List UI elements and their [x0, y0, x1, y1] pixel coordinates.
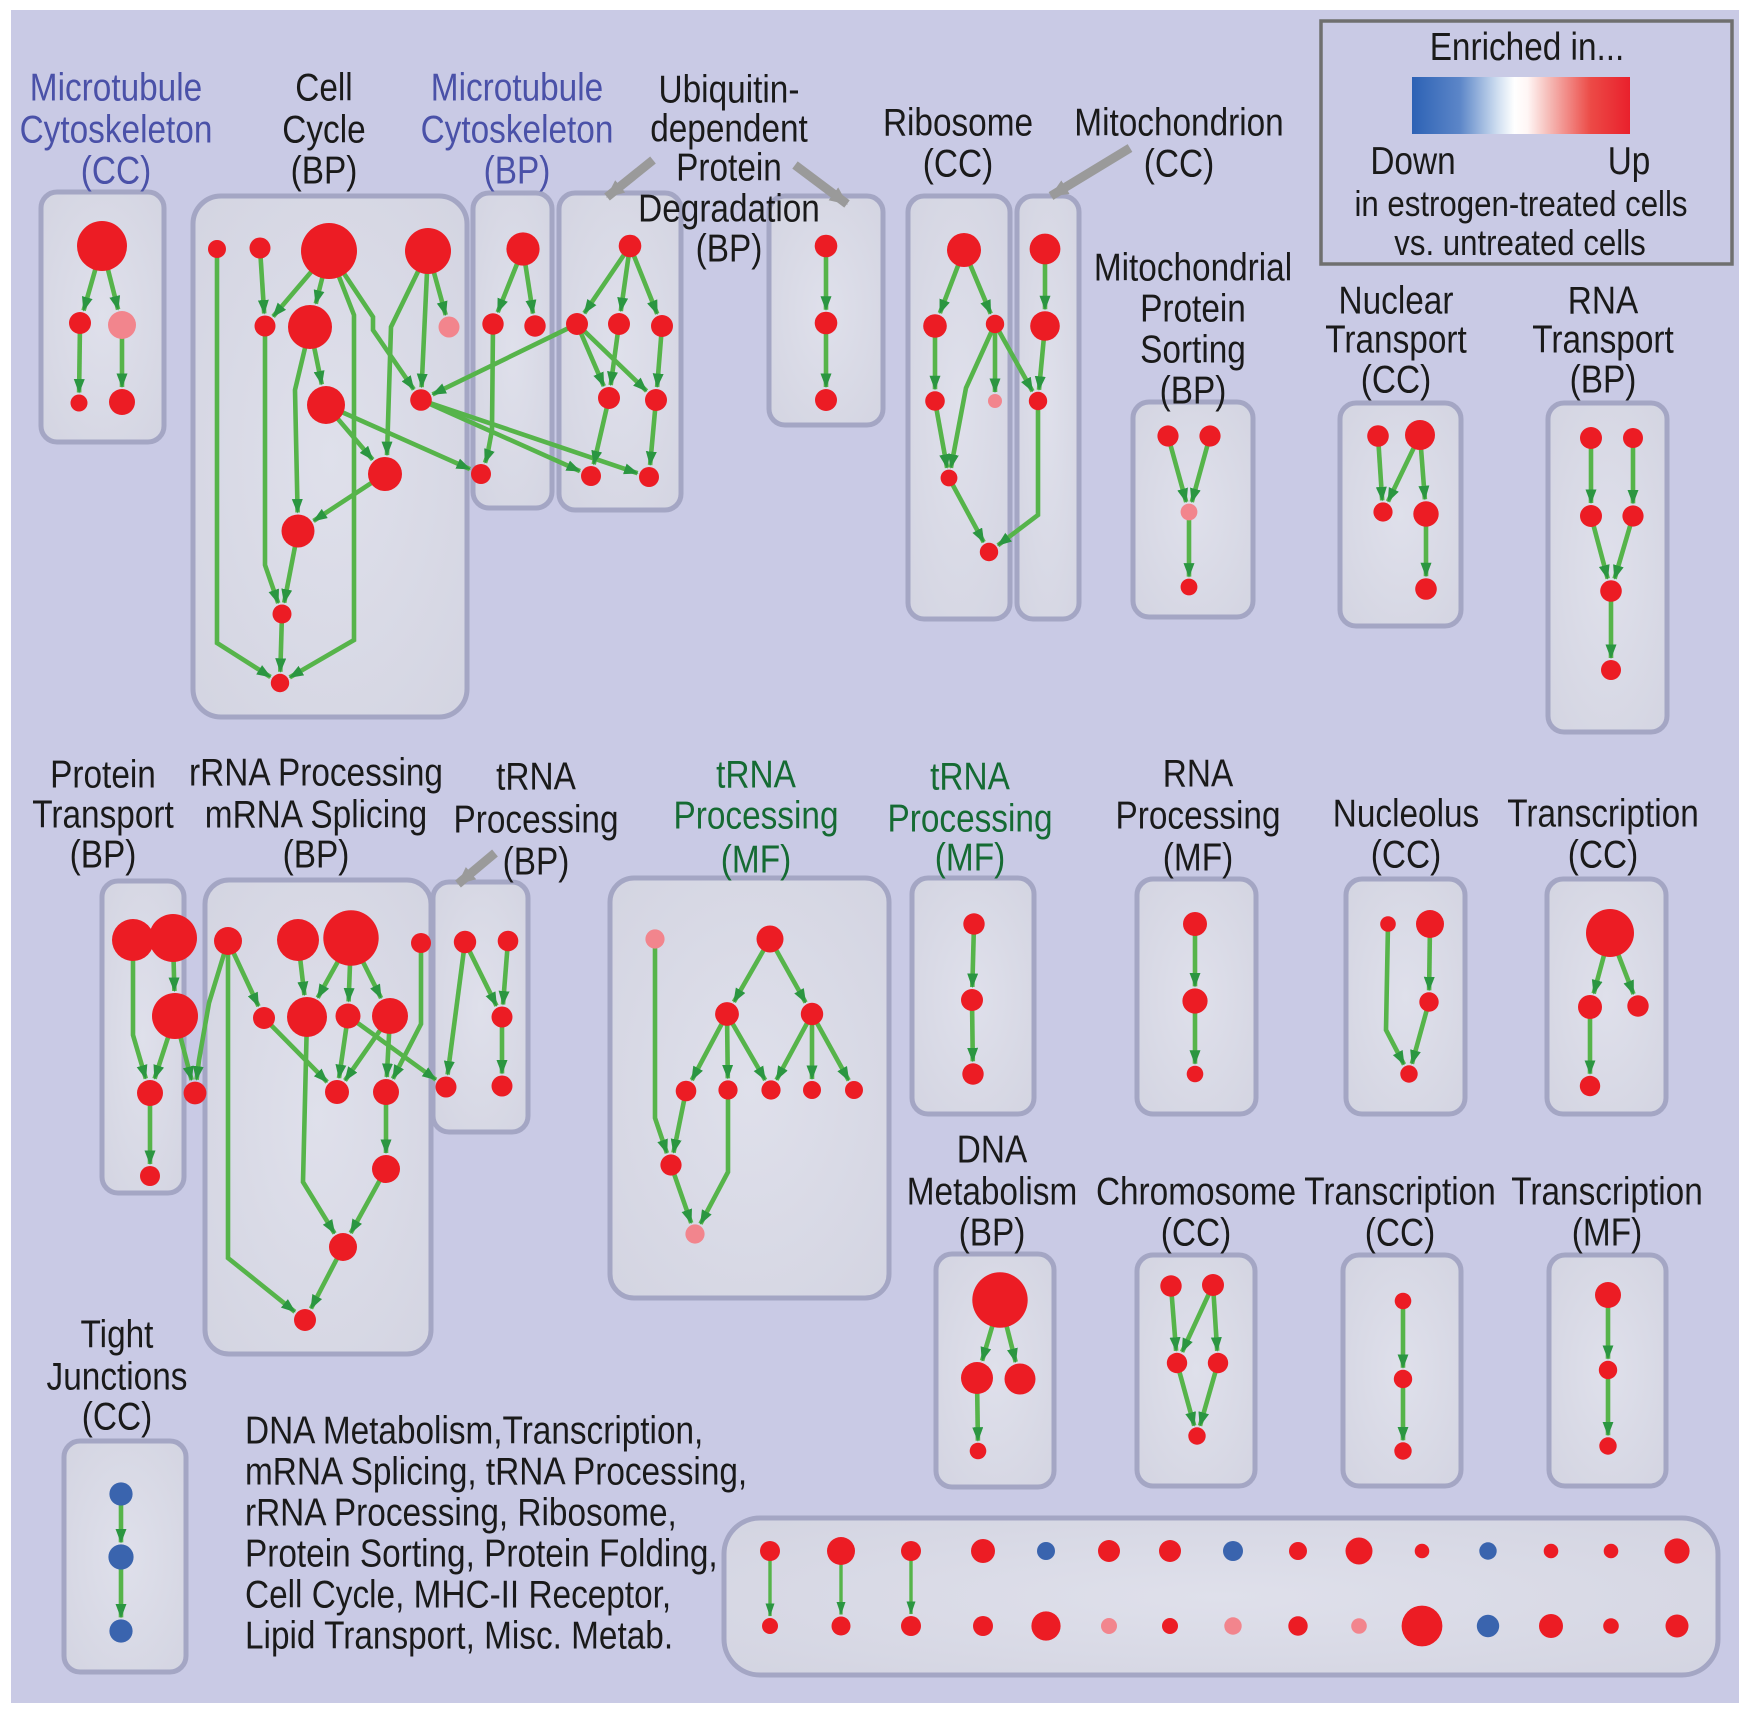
svg-text:tRNA: tRNA: [930, 756, 1010, 799]
svg-text:(BP): (BP): [291, 150, 358, 193]
svg-text:(MF): (MF): [935, 837, 1005, 880]
svg-text:Enriched in...: Enriched in...: [1430, 26, 1625, 69]
svg-text:Junctions: Junctions: [47, 1356, 188, 1399]
svg-text:Ribosome: Ribosome: [883, 102, 1033, 145]
svg-text:Processing: Processing: [1116, 795, 1281, 838]
svg-text:Lipid Transport, Misc. Metab.: Lipid Transport, Misc. Metab.: [245, 1615, 673, 1658]
svg-text:mRNA Splicing: mRNA Splicing: [205, 794, 427, 837]
svg-text:(BP): (BP): [959, 1212, 1026, 1255]
svg-text:Nuclear: Nuclear: [1339, 280, 1454, 323]
svg-text:rRNA Processing: rRNA Processing: [189, 752, 443, 795]
svg-text:dependent: dependent: [650, 108, 808, 151]
svg-text:DNA Metabolism,Transcription,: DNA Metabolism,Transcription,: [245, 1410, 703, 1453]
svg-text:Up: Up: [1608, 140, 1651, 183]
svg-text:Microtubule: Microtubule: [30, 67, 202, 110]
svg-text:(BP): (BP): [70, 834, 137, 877]
svg-text:Cytoskeleton: Cytoskeleton: [421, 109, 614, 152]
svg-text:RNA: RNA: [1568, 280, 1638, 323]
svg-text:Processing: Processing: [674, 795, 839, 838]
svg-text:Sorting: Sorting: [1140, 329, 1246, 372]
svg-text:Transport: Transport: [32, 794, 174, 837]
svg-text:Tight: Tight: [81, 1314, 154, 1357]
svg-text:tRNA: tRNA: [496, 756, 576, 799]
svg-text:(BP): (BP): [696, 228, 763, 271]
svg-text:(BP): (BP): [1160, 370, 1227, 413]
svg-text:Processing: Processing: [888, 798, 1053, 841]
svg-text:Mitochondrion: Mitochondrion: [1074, 102, 1283, 145]
svg-text:(BP): (BP): [503, 841, 570, 884]
svg-text:Protein: Protein: [676, 147, 782, 190]
svg-text:Transcription: Transcription: [1507, 793, 1699, 836]
svg-text:(CC): (CC): [1568, 834, 1638, 877]
svg-text:mRNA Splicing, tRNA Processing: mRNA Splicing, tRNA Processing,: [245, 1451, 747, 1494]
svg-text:Chromosome: Chromosome: [1096, 1171, 1296, 1214]
svg-text:in estrogen-treated cells: in estrogen-treated cells: [1354, 183, 1687, 224]
svg-text:(CC): (CC): [1365, 1212, 1435, 1255]
svg-text:(CC): (CC): [1161, 1212, 1231, 1255]
svg-text:Mitochondrial: Mitochondrial: [1094, 247, 1292, 290]
svg-text:Protein Sorting, Protein Foldi: Protein Sorting, Protein Folding,: [245, 1533, 718, 1576]
svg-text:(MF): (MF): [1572, 1212, 1642, 1255]
svg-text:Transport: Transport: [1325, 319, 1467, 362]
svg-text:DNA: DNA: [957, 1129, 1027, 1172]
svg-text:(CC): (CC): [81, 150, 151, 193]
svg-text:Transcription: Transcription: [1511, 1171, 1703, 1214]
svg-text:rRNA Processing, Ribosome,: rRNA Processing, Ribosome,: [245, 1492, 677, 1535]
svg-text:Transcription: Transcription: [1304, 1171, 1496, 1214]
svg-text:(MF): (MF): [1163, 837, 1233, 880]
svg-text:Transport: Transport: [1532, 319, 1674, 362]
svg-text:(BP): (BP): [484, 150, 551, 193]
svg-text:Microtubule: Microtubule: [431, 67, 603, 110]
svg-text:Degradation: Degradation: [638, 188, 820, 231]
svg-text:Processing: Processing: [454, 799, 619, 842]
svg-text:(CC): (CC): [1371, 834, 1441, 877]
svg-text:Protein: Protein: [50, 754, 156, 797]
svg-text:tRNA: tRNA: [716, 754, 796, 797]
svg-text:Cell Cycle, MHC-II Receptor,: Cell Cycle, MHC-II Receptor,: [245, 1574, 671, 1617]
svg-text:RNA: RNA: [1163, 753, 1233, 796]
svg-text:Down: Down: [1370, 140, 1455, 183]
svg-text:(CC): (CC): [1144, 143, 1214, 186]
svg-text:(CC): (CC): [1361, 359, 1431, 402]
svg-text:(BP): (BP): [1570, 359, 1637, 402]
svg-text:(BP): (BP): [283, 834, 350, 877]
svg-text:(CC): (CC): [82, 1396, 152, 1439]
svg-text:Ubiquitin-: Ubiquitin-: [659, 69, 800, 112]
svg-text:Nucleolus: Nucleolus: [1333, 793, 1479, 836]
svg-text:(MF): (MF): [721, 839, 791, 882]
svg-text:Cell: Cell: [295, 67, 352, 110]
svg-text:Metabolism: Metabolism: [907, 1171, 1078, 1214]
svg-text:Protein: Protein: [1140, 288, 1246, 331]
svg-text:vs. untreated cells: vs. untreated cells: [1394, 222, 1646, 263]
svg-text:Cycle: Cycle: [282, 109, 365, 152]
svg-text:(CC): (CC): [923, 143, 993, 186]
svg-text:Cytoskeleton: Cytoskeleton: [20, 109, 213, 152]
